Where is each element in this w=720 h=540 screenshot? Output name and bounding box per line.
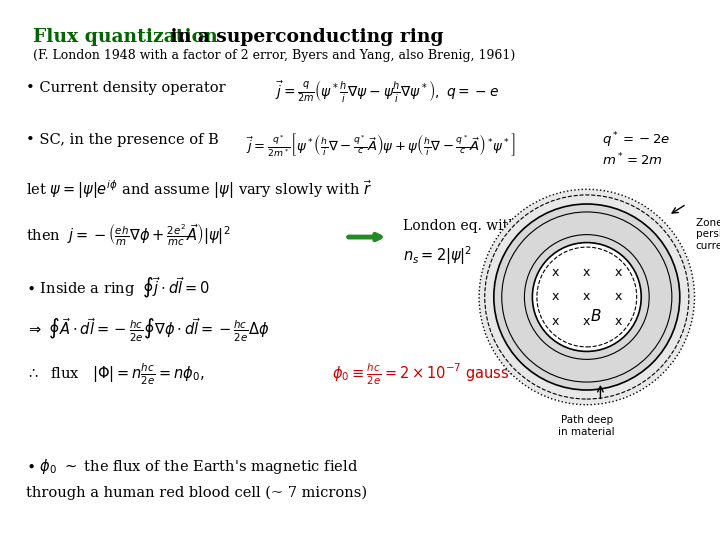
Text: $\bullet$ Inside a ring  $\oint \vec{j}\cdot d\vec{l} = 0$: $\bullet$ Inside a ring $\oint \vec{j}\c… <box>25 275 210 300</box>
Text: let $\psi = |\psi|e^{i\phi}$ and assume $|\psi|$ vary slowly with $\vec{r}$: let $\psi = |\psi|e^{i\phi}$ and assume … <box>25 179 372 201</box>
Text: in a superconducting ring: in a superconducting ring <box>164 28 444 46</box>
Text: $\phi_0 \equiv \frac{hc}{2e} = 2\times10^{-7}\ \mathrm{gauss\text{-}cm}^2$: $\phi_0 \equiv \frac{hc}{2e} = 2\times10… <box>331 361 543 387</box>
Text: x: x <box>552 315 559 328</box>
Circle shape <box>532 242 642 352</box>
Text: (F. London 1948 with a factor of 2 error, Byers and Yang, also Brenig, 1961): (F. London 1948 with a factor of 2 error… <box>32 49 515 62</box>
Text: x: x <box>615 315 622 328</box>
Text: $q^* = -2e$: $q^* = -2e$ <box>602 131 670 150</box>
Text: $m^* = 2m$: $m^* = 2m$ <box>602 152 662 168</box>
Text: x: x <box>583 266 590 279</box>
Text: x: x <box>552 266 559 279</box>
Text: Flux quantization: Flux quantization <box>32 28 217 46</box>
Text: x: x <box>552 291 559 303</box>
Text: x: x <box>583 291 590 303</box>
Text: • Current density operator: • Current density operator <box>25 81 225 95</box>
Text: x: x <box>615 266 622 279</box>
Text: $\vec{j} = \frac{q}{2m}\left(\psi^* \frac{h}{i}\nabla\psi - \psi\frac{h}{i}\nabl: $\vec{j} = \frac{q}{2m}\left(\psi^* \fra… <box>274 78 499 104</box>
Text: Path deep
in material: Path deep in material <box>559 415 615 436</box>
Text: B: B <box>590 309 601 324</box>
Text: x: x <box>583 315 590 328</box>
Text: Zones of
persistent
current: Zones of persistent current <box>696 218 720 251</box>
Text: x: x <box>615 291 622 303</box>
Circle shape <box>494 204 680 390</box>
Text: • SC, in the presence of B: • SC, in the presence of B <box>25 133 218 147</box>
Text: London eq. with: London eq. with <box>402 219 517 233</box>
Circle shape <box>479 189 695 405</box>
Text: $n_s = 2|\psi|^2$: $n_s = 2|\psi|^2$ <box>402 245 472 267</box>
Text: $\therefore\ $ flux  $\ |\Phi| = n\frac{hc}{2e} = n\phi_0,$: $\therefore\ $ flux $\ |\Phi| = n\frac{h… <box>25 361 204 387</box>
Text: then  $j = -\left(\frac{eh}{m}\nabla\phi + \frac{2e^2}{mc}\vec{A}\right)|\psi|^2: then $j = -\left(\frac{eh}{m}\nabla\phi … <box>25 221 230 247</box>
Text: $\Rightarrow\ \oint\vec{A}\cdot d\vec{l} = -\frac{hc}{2e}\oint\nabla\phi\cdot d\: $\Rightarrow\ \oint\vec{A}\cdot d\vec{l}… <box>25 317 269 344</box>
Text: $\vec{j} = \frac{q^*}{2m^*}\left[\psi^*\left(\frac{h}{i}\nabla - \frac{q^*}{c}\v: $\vec{j} = \frac{q^*}{2m^*}\left[\psi^*\… <box>246 131 516 159</box>
Text: through a human red blood cell (~ 7 microns): through a human red blood cell (~ 7 micr… <box>25 485 366 500</box>
Text: $\bullet\ \phi_0\ \sim$ the flux of the Earth's magnetic field: $\bullet\ \phi_0\ \sim$ the flux of the … <box>25 457 358 476</box>
